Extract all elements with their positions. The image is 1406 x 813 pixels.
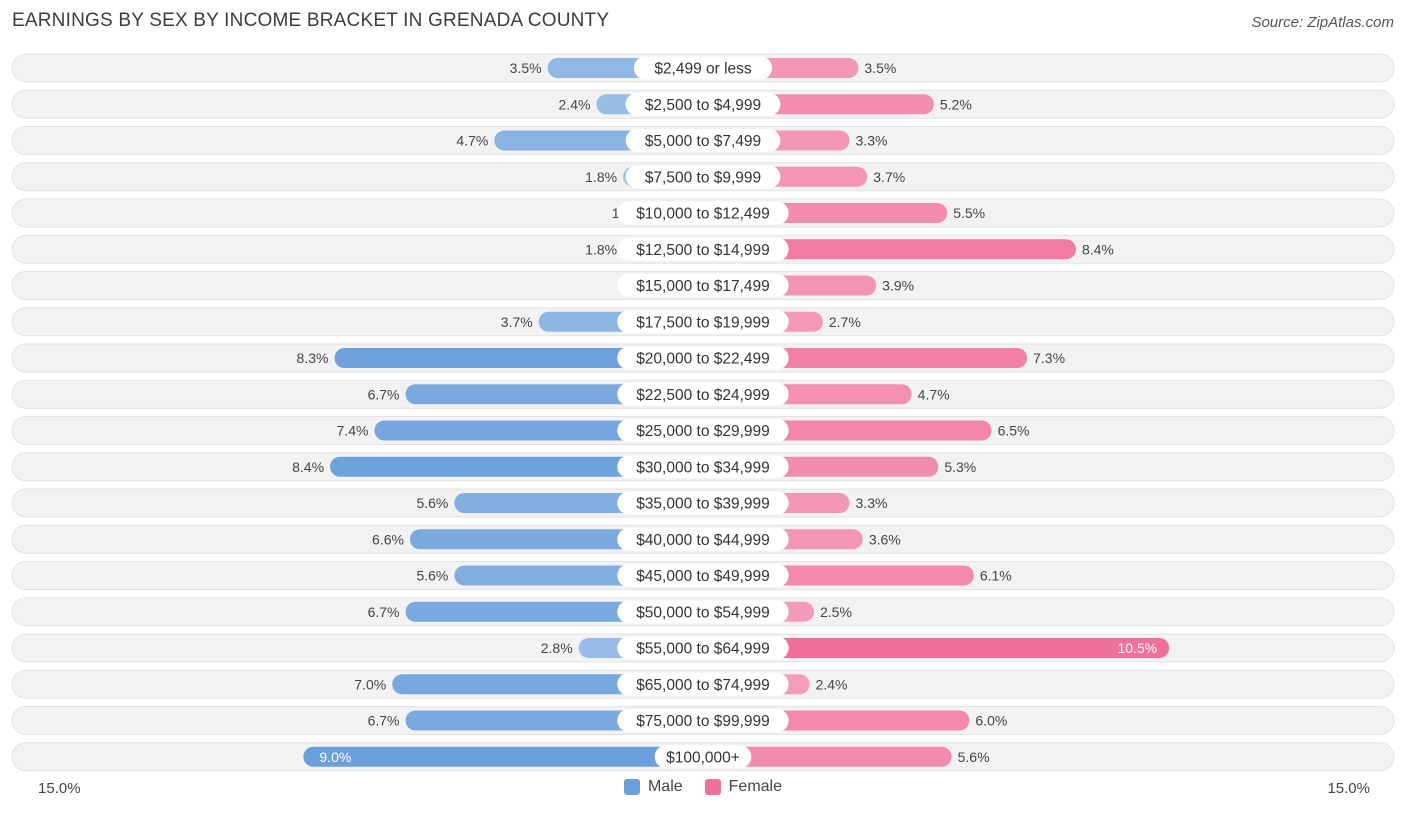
category-label: $75,000 to $99,999 [636,713,770,730]
category-label: $2,500 to $4,999 [645,97,761,114]
category-label: $2,499 or less [654,61,752,78]
male-value-label: 5.6% [416,568,448,584]
female-value-label: 8.4% [1082,241,1114,257]
legend: Male Female [0,778,1406,796]
male-value-label: 2.8% [541,640,573,656]
male-value-label: 7.4% [337,423,369,439]
female-value-label: 6.1% [980,568,1012,584]
female-value-label: 6.0% [975,713,1007,729]
axis-right-label: 15.0% [1327,780,1370,797]
female-value-label: 3.6% [869,531,901,547]
category-label: $30,000 to $34,999 [636,459,770,476]
female-swatch [704,779,721,795]
category-pill [617,419,789,442]
female-value-label: 3.9% [882,278,914,294]
category-label: $17,500 to $19,999 [636,314,770,331]
male-value-label: 8.4% [292,459,324,475]
male-bar [334,348,703,368]
category-label: $5,000 to $7,499 [645,133,761,150]
female-value-label: 10.5% [1117,640,1157,656]
legend-female-label: Female [728,778,783,795]
category-pill [617,672,789,696]
male-value-label: 1.8% [585,241,617,257]
category-pill [654,745,752,769]
category-pill [617,491,789,515]
female-value-label: 2.5% [820,604,852,620]
male-value-label: 2.4% [559,96,591,112]
female-value-label: 5.2% [940,96,972,112]
female-value-label: 4.7% [918,386,950,402]
category-pill [617,346,789,370]
category-label: $45,000 to $49,999 [636,568,770,585]
category-label: $25,000 to $29,999 [636,423,770,440]
male-value-label: 6.6% [372,531,404,547]
source-note: Source: ZipAtlas.com [1251,14,1394,31]
category-label: $65,000 to $74,999 [636,677,770,694]
female-value-label: 3.3% [856,133,888,149]
female-bar [703,239,1076,260]
category-pill [617,709,789,732]
female-bar [703,638,1170,658]
male-value-label: 6.7% [368,386,400,402]
category-pill [617,237,789,261]
male-value-label: 6.7% [368,713,400,729]
category-pill [633,56,773,80]
female-bar [703,746,952,767]
male-value-label: 6.7% [368,604,400,620]
legend-item-male[interactable]: Male [623,778,683,796]
category-pill [617,201,789,225]
category-label: $35,000 to $39,999 [636,496,770,513]
legend-male-label: Male [647,778,683,795]
category-label: $50,000 to $54,999 [636,604,770,621]
male-value-label: 3.5% [510,60,542,76]
female-value-label: 3.5% [864,60,896,76]
female-value-label: 3.3% [856,495,888,511]
male-bar [330,456,703,477]
male-value-label: 7.0% [354,676,386,692]
axis-left-label: 15.0% [38,780,81,797]
female-value-label: 6.5% [998,423,1030,439]
male-value-label: 5.6% [416,495,448,511]
male-bar [303,746,703,767]
category-label: $12,500 to $14,999 [636,242,770,259]
category-label: $55,000 to $64,999 [636,641,770,658]
female-value-label: 5.6% [958,749,990,765]
female-value-label: 5.3% [944,459,976,475]
male-value-label: 1.8% [585,169,617,185]
female-value-label: 2.7% [829,314,861,330]
category-pill [617,455,789,479]
male-value-label: 9.0% [319,749,351,765]
chart-title: EARNINGS BY SEX BY INCOME BRACKET IN GRE… [12,10,610,31]
category-label: $20,000 to $22,499 [636,351,770,368]
category-pill [617,274,789,297]
category-pill [617,527,789,551]
category-label: $10,000 to $12,499 [636,206,770,223]
male-value-label: 4.7% [456,133,488,149]
male-swatch [623,779,640,795]
category-pill [617,564,789,587]
category-pill [617,636,789,660]
female-value-label: 3.7% [873,169,905,185]
legend-item-female[interactable]: Female [704,778,783,796]
category-pill [617,382,789,406]
category-pill [625,129,781,152]
female-value-label: 5.5% [953,205,985,221]
category-label: $100,000+ [666,749,740,766]
female-value-label: 7.3% [1033,350,1065,366]
category-pill [617,310,789,334]
category-label: $22,500 to $24,999 [636,387,770,404]
category-label: $40,000 to $44,999 [636,532,770,549]
category-label: $15,000 to $17,499 [636,278,770,295]
category-pill [625,165,781,189]
male-value-label: 3.7% [501,314,533,330]
male-value-label: 8.3% [297,350,329,366]
category-pill [625,92,781,116]
female-value-label: 2.4% [816,676,848,692]
category-label: $7,500 to $9,999 [645,169,761,186]
category-pill [617,600,789,624]
